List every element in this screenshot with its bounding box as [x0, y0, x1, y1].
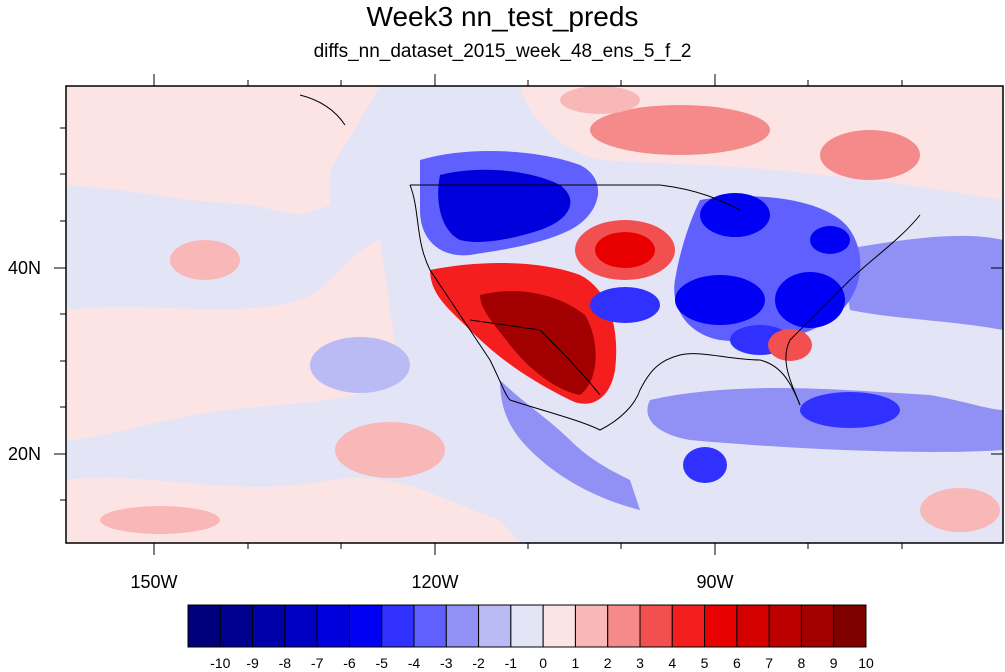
map-field — [66, 86, 1003, 543]
plains-positive-core — [595, 232, 655, 268]
lon-ticks — [153, 74, 903, 555]
colorbar-box — [639, 604, 673, 648]
colorbar-box — [768, 604, 802, 648]
colorbar-tick-label: -5 — [375, 655, 388, 671]
colorbar-tick-label: 0 — [539, 655, 548, 671]
atlantic-positive-south — [920, 488, 1000, 532]
colorbar-box — [413, 604, 447, 648]
lon-label-90w: 90W — [696, 572, 734, 592]
colorbar-box — [800, 604, 835, 648]
colorbar-box — [736, 604, 770, 648]
lon-label-120w: 120W — [411, 572, 459, 592]
georgia-positive — [768, 329, 812, 361]
caribbean-negative-core — [800, 392, 900, 428]
colorbar-tick-label: -8 — [278, 655, 292, 671]
lat-ticks — [54, 127, 1003, 501]
colorbar-box — [445, 604, 480, 648]
colorbar-box — [348, 604, 383, 648]
colorbar-box — [316, 604, 350, 648]
ohio-valley-negative — [675, 275, 765, 325]
us-west-coastline — [409, 184, 511, 401]
lat-label-40n: 40N — [8, 258, 42, 278]
mexico-negative-core — [683, 447, 727, 483]
colorbar-tick-label: 7 — [765, 655, 774, 671]
colorbar-box — [704, 604, 738, 648]
colorbar-tick-label: -2 — [472, 655, 485, 671]
colorbar-tick-label: -4 — [407, 655, 421, 671]
mexico-negative — [500, 380, 640, 510]
lat-label-20n: 20N — [8, 444, 42, 464]
pacific-positive-spot-3 — [100, 506, 220, 534]
colorbar-tick-label: -10 — [210, 655, 231, 671]
colorbar-tick-label: 1 — [571, 655, 580, 671]
colorbar-tick-label: 6 — [732, 655, 741, 671]
canada-positive-core — [590, 105, 770, 155]
northeast-negative — [810, 226, 850, 254]
pacific-positive-band — [66, 240, 400, 440]
colorbar-tick-label: -9 — [246, 655, 259, 671]
colorbar-tick-label: 5 — [700, 655, 709, 671]
colorbar-box — [574, 604, 609, 648]
colorbar-box — [478, 604, 512, 648]
colorbar-box — [187, 604, 221, 648]
colorbar-tick-label: 2 — [603, 655, 612, 671]
colorbar-tick-label: -6 — [343, 655, 356, 671]
pacific-positive-north — [66, 86, 380, 215]
colorbar-box — [252, 604, 286, 648]
pacific-positive-spot-2 — [335, 422, 445, 478]
canada-positive-nw — [560, 86, 640, 114]
colorbar-tick-label: -3 — [440, 655, 453, 671]
colorbar-box — [510, 604, 544, 648]
colorbar-box — [542, 604, 576, 648]
carolina-negative — [775, 272, 845, 328]
coastlines — [299, 94, 921, 431]
nw-negative-inner — [438, 169, 571, 242]
colorbar-tick-label: 3 — [636, 655, 644, 671]
colorbar-box — [671, 604, 706, 648]
great-lakes-negative — [700, 193, 770, 237]
colorbar-tick-label: 9 — [829, 655, 838, 671]
colorbar-tick-label: 8 — [797, 655, 806, 671]
canada-positive-east — [820, 130, 920, 180]
map-title: Week3 nn_test_preds — [366, 1, 639, 32]
gulf-coastline — [509, 353, 801, 431]
colorbar-box — [284, 604, 318, 648]
atlantic-negative — [840, 235, 1003, 330]
colorbar-box — [607, 604, 641, 648]
colorbar — [187, 604, 867, 648]
alaska-coastline — [299, 94, 346, 126]
us-canada-border — [410, 184, 741, 211]
colorbar-tick-label: -7 — [310, 655, 324, 671]
colorbar-tick-label: 4 — [668, 655, 677, 671]
texas-negative — [590, 287, 660, 323]
us-mexico-border — [469, 319, 601, 396]
colorbar-tick-label: 10 — [858, 655, 874, 671]
pacific-positive-spot — [170, 240, 240, 280]
colorbar-tick-label: -1 — [504, 655, 518, 671]
colorbar-box — [219, 604, 254, 648]
pacific-negative-spot — [310, 337, 410, 393]
atlantic-coastline — [785, 214, 921, 406]
colorbar-box — [833, 604, 867, 648]
map-subtitle: diffs_nn_dataset_2015_week_48_ens_5_f_2 — [313, 41, 692, 62]
colorbar-box — [381, 604, 415, 648]
lon-label-150w: 150W — [130, 572, 178, 592]
sw-positive-inner — [480, 291, 596, 395]
